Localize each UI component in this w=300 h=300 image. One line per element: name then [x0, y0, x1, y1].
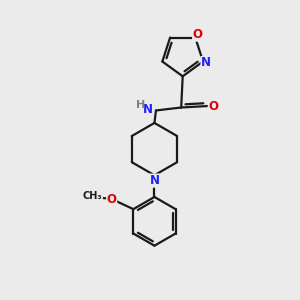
Text: O: O	[208, 100, 218, 112]
Text: N: N	[149, 174, 160, 187]
Text: O: O	[107, 193, 117, 206]
Text: O: O	[193, 28, 203, 41]
Text: N: N	[142, 103, 153, 116]
Text: CH₃: CH₃	[83, 191, 102, 201]
Text: N: N	[142, 103, 153, 116]
Text: H: H	[136, 100, 145, 110]
Text: N: N	[201, 56, 211, 70]
